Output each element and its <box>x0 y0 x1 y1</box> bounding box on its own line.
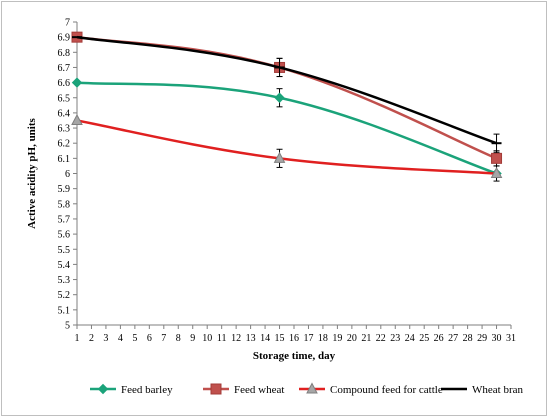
x-tick-label: 24 <box>405 333 415 344</box>
y-tick-label: 5.1 <box>58 305 71 316</box>
x-tick-label: 29 <box>477 333 487 344</box>
series-feed-barley <box>71 77 502 179</box>
x-tick-label: 3 <box>103 333 108 344</box>
x-tick-label: 13 <box>246 333 256 344</box>
y-tick-label: 6.7 <box>58 63 71 74</box>
x-axis-title: Storage time, day <box>253 350 336 362</box>
y-tick-label: 6 <box>65 169 70 180</box>
series-wheat-bran <box>72 35 502 153</box>
y-tick-label: 6.6 <box>58 78 71 89</box>
x-tick-label: 4 <box>118 333 123 344</box>
series-line <box>76 35 498 160</box>
y-tick-label: 5.4 <box>58 260 71 271</box>
x-tick-label: 16 <box>289 333 299 344</box>
x-tick-label: 6 <box>147 333 152 344</box>
x-tick-label: 2 <box>89 333 94 344</box>
y-tick-label: 6.9 <box>58 33 71 44</box>
y-tick-label: 7 <box>65 18 70 29</box>
data-point <box>274 92 285 103</box>
x-tick-label: 11 <box>217 333 227 344</box>
legend-marker <box>306 382 318 394</box>
y-tick-label: 5.3 <box>58 275 71 286</box>
series-compound-feed-for-cattle <box>71 113 503 182</box>
x-tick-label: 22 <box>376 333 386 344</box>
x-tick-label: 12 <box>231 333 241 344</box>
x-tick-label: 10 <box>202 333 212 344</box>
legend-marker <box>210 383 222 395</box>
y-tick-label: 5.7 <box>58 214 71 225</box>
series-line <box>76 35 497 145</box>
x-tick-label: 27 <box>448 333 458 344</box>
data-point <box>491 152 503 164</box>
legend-label: Compound feed for cattle <box>330 384 443 396</box>
x-tick-label: 26 <box>434 333 444 344</box>
y-tick-label: 6.5 <box>58 93 71 104</box>
legend-label: Feed barley <box>121 384 173 396</box>
x-tick-label: 28 <box>463 333 473 344</box>
x-tick-label: 18 <box>318 333 328 344</box>
y-tick-label: 5.2 <box>58 290 71 301</box>
x-tick-label: 9 <box>190 333 195 344</box>
x-tick-label: 20 <box>347 333 357 344</box>
x-tick-label: 19 <box>332 333 342 344</box>
y-tick-label: 6.4 <box>58 108 71 119</box>
data-point <box>490 166 503 178</box>
x-tick-label: 25 <box>419 333 429 344</box>
legend-item: Feed wheat <box>203 383 284 396</box>
chart-axes: 5 5.1 5.2 5.3 5.4 5.5 5.6 5.7 5.8 5.9 6 6.1 6.2 6.3 6.… <box>58 18 517 345</box>
legend-label: Feed wheat <box>234 384 284 396</box>
series-layer <box>71 31 503 182</box>
y-tick-label: 6.8 <box>58 48 71 59</box>
x-tick-label: 30 <box>492 333 502 344</box>
y-tick-label: 5.6 <box>58 230 71 241</box>
data-point <box>71 77 83 88</box>
x-tick-label: 14 <box>260 333 270 344</box>
legend: Feed barley Feed wheat Compound feed for c… <box>90 382 523 396</box>
x-tick-label: 1 <box>75 333 80 344</box>
x-tick-label: 23 <box>390 333 400 344</box>
y-tick-label: 5.9 <box>58 184 71 195</box>
y-tick-label: 5.8 <box>58 199 71 210</box>
data-point <box>273 151 286 163</box>
y-tick-label: 5 <box>65 321 70 332</box>
data-point <box>71 113 83 125</box>
y-tick-label: 5.5 <box>58 245 71 256</box>
x-tick-label: 8 <box>176 333 181 344</box>
y-axis-title: Active acidity pH, units <box>26 117 38 228</box>
legend-item: Feed barley <box>90 383 173 396</box>
y-tick-label: 6.2 <box>58 139 71 150</box>
x-tick-label: 5 <box>132 333 137 344</box>
x-tick-label: 21 <box>361 333 371 344</box>
x-tick-label: 15 <box>275 333 285 344</box>
y-tick-label: 6.3 <box>58 124 71 135</box>
legend-label: Wheat bran <box>472 384 523 396</box>
y-tick-label: 6.1 <box>58 154 71 165</box>
legend-marker <box>97 383 109 395</box>
x-tick-label: 31 <box>506 333 516 344</box>
x-tick-label: 7 <box>161 333 166 344</box>
x-tick-label: 17 <box>303 333 313 344</box>
legend-item: Wheat bran <box>441 384 523 396</box>
legend-item: Compound feed for cattle <box>299 382 443 396</box>
